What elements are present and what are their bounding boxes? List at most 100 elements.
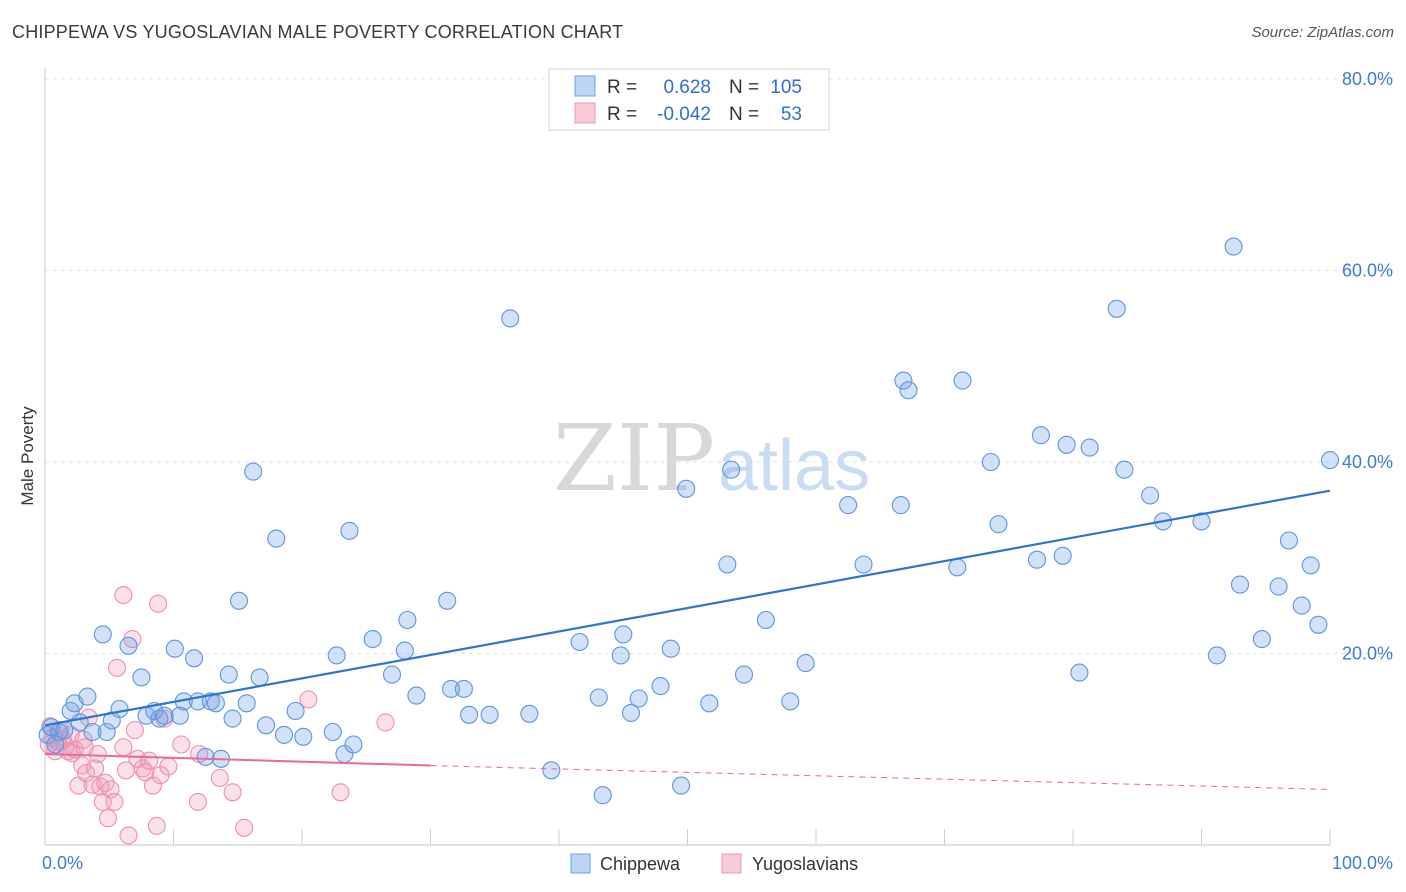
series-chippewa-points	[38, 237, 1340, 805]
series-legend: Chippewa Yugoslavians	[570, 853, 858, 874]
chippewa-point	[593, 786, 612, 805]
chippewa-point	[55, 721, 74, 740]
legend-r-value-2: -0.042	[657, 104, 711, 125]
chippewa-point	[718, 555, 737, 574]
yugoslavians-point	[149, 594, 168, 613]
chippewa-point	[398, 610, 417, 630]
chippewa-point	[1207, 646, 1226, 665]
chippewa-point	[244, 462, 263, 481]
yugoslavians-point	[147, 816, 166, 835]
legend-r-label-2: R =	[607, 104, 637, 125]
y-tick-label-20: 20.0%	[1342, 644, 1393, 664]
source-label: Source: ZipAtlas.com	[1251, 24, 1394, 41]
x-tick-label-min: 0.0%	[42, 853, 83, 873]
chippewa-point	[839, 496, 858, 515]
chippewa-point	[953, 371, 972, 390]
chippewa-point	[219, 665, 238, 684]
chippewa-point	[1301, 556, 1320, 575]
chippewa-point	[442, 679, 461, 698]
chippewa-point	[1252, 630, 1271, 649]
yugoslavians-point	[331, 783, 350, 802]
chippewa-point	[734, 665, 754, 684]
bottom-legend-swatch-yugoslavians	[721, 853, 742, 874]
chippewa-point	[438, 591, 457, 610]
chippewa-point	[395, 641, 414, 660]
y-axis-label: Male Poverty	[18, 406, 37, 506]
chippewa-point	[250, 668, 269, 687]
yugoslavians-point	[140, 751, 159, 770]
watermark-atlas: atlas	[718, 426, 870, 506]
chippewa-point	[267, 529, 286, 548]
chippewa-point	[274, 725, 294, 744]
chippewa-point	[1192, 512, 1211, 531]
chippewa-point	[891, 496, 910, 515]
stats-legend-box	[548, 68, 830, 131]
x-ticks	[173, 829, 1331, 845]
chippewa-point	[1027, 550, 1047, 569]
bottom-legend-label-yugoslavians: Yugoslavians	[752, 854, 858, 874]
chippewa-trend-line	[44, 489, 1331, 727]
chippewa-point	[1269, 577, 1288, 596]
chart-title: CHIPPEWA VS YUGOSLAVIAN MALE POVERTY COR…	[12, 22, 624, 42]
yugoslavians-point	[159, 757, 178, 776]
chippewa-point	[589, 688, 608, 707]
chippewa-point	[454, 679, 473, 698]
chippewa-point	[93, 625, 112, 644]
chippewa-point	[621, 703, 641, 722]
chippewa-point	[206, 694, 225, 713]
chippewa-point	[1107, 299, 1126, 318]
legend-r-value-1: 0.628	[663, 77, 711, 98]
chippewa-point	[570, 632, 589, 652]
chippewa-point	[155, 706, 174, 725]
bottom-legend-label-chippewa: Chippewa	[600, 854, 681, 874]
yugoslavians-point	[105, 792, 124, 811]
chippewa-point	[894, 371, 913, 390]
yugoslavians-point	[107, 658, 127, 677]
legend-n-label-2: N =	[729, 104, 759, 125]
yugoslavians-point	[210, 768, 229, 788]
yugoslavians-point	[299, 690, 318, 709]
chippewa-point	[185, 649, 204, 668]
yugoslavians-point	[62, 744, 82, 763]
bottom-legend-swatch-chippewa	[570, 853, 591, 874]
gridlines	[45, 78, 1393, 654]
y-tick-label-80: 80.0%	[1342, 69, 1393, 89]
y-tick-label-40: 40.0%	[1342, 452, 1393, 472]
chippewa-point	[651, 677, 670, 696]
chippewa-point	[229, 591, 249, 610]
chippewa-point	[382, 665, 402, 684]
legend-swatch-yugoslavians	[574, 102, 596, 124]
chippewa-point	[1279, 531, 1298, 550]
chippewa-point	[323, 722, 342, 742]
chippewa-point	[196, 747, 215, 766]
yugoslavians-point	[114, 586, 133, 605]
chippewa-point	[1224, 237, 1243, 256]
chippewa-point	[629, 689, 648, 708]
chippewa-point	[460, 705, 479, 724]
y-tick-labels: 20.0% 40.0% 60.0% 80.0%	[1342, 69, 1393, 664]
chippewa-point	[542, 761, 561, 780]
chippewa-point	[756, 610, 775, 630]
yugoslavians-point	[114, 738, 133, 757]
yugoslavians-point	[143, 776, 162, 795]
chippewa-point	[286, 701, 305, 721]
yugoslavians-trend-line	[44, 753, 431, 767]
legend-n-value-2: 53	[781, 104, 802, 125]
chippewa-point	[1057, 435, 1076, 454]
chippewa-point	[722, 460, 741, 479]
chippewa-point	[407, 686, 426, 705]
chippewa-point	[97, 722, 116, 742]
chippewa-point	[1292, 596, 1311, 615]
yugoslavians-trend-extension	[430, 765, 1331, 790]
yugoslavians-point	[77, 764, 96, 783]
yugoslavians-point	[125, 721, 144, 740]
chippewa-point	[78, 687, 97, 706]
chippewa-point	[1053, 546, 1072, 565]
watermark: ZIP atlas	[553, 405, 870, 512]
chippewa-point	[948, 558, 967, 577]
chippewa-point	[672, 776, 691, 795]
chippewa-point	[1141, 486, 1160, 505]
y-tick-label-60: 60.0%	[1342, 261, 1393, 281]
chippewa-point	[854, 555, 873, 574]
chippewa-point	[1309, 615, 1328, 634]
